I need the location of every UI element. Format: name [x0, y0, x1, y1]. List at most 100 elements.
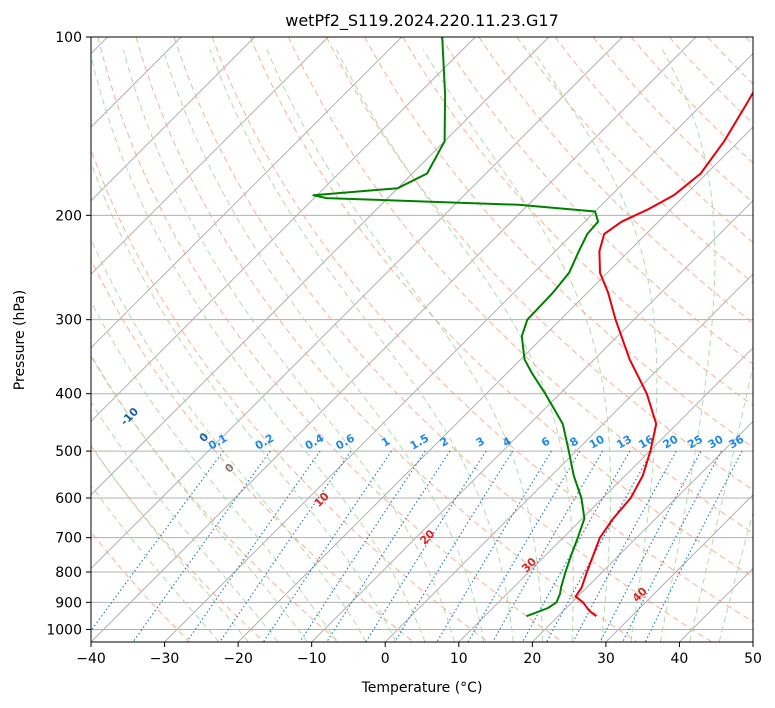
isotherm-gridline [458, 347, 753, 642]
dry-adiabat-label: -10 [118, 405, 141, 428]
mixing-ratio-label: 36 [726, 432, 746, 451]
moist-adiabat [718, 511, 753, 642]
y-tick-label: 500 [55, 444, 82, 460]
dry-adiabat [745, 37, 753, 46]
mixing-ratio-line [599, 450, 702, 642]
dry-adiabat [478, 37, 753, 324]
x-tick-label: 10 [450, 651, 468, 667]
mixing-ratio-label: 6 [539, 434, 552, 449]
moist-adiabat [659, 49, 716, 642]
dry-adiabat [91, 258, 414, 642]
isotherm-gridline [752, 641, 753, 642]
mixing-ratio-label: 0.6 [334, 431, 358, 452]
mixing-ratio-label: 3 [474, 435, 487, 450]
y-tick-label: 900 [55, 595, 82, 611]
isotherm-gridline [605, 494, 753, 642]
moist-adiabat [422, 49, 612, 642]
moist-adiabat [91, 401, 279, 642]
moist-adiabat [91, 238, 367, 642]
mixing-ratio-label: 10 [587, 432, 607, 451]
dry-adiabat [173, 37, 713, 642]
dry-adiabat [364, 37, 753, 449]
mixing-ratio-line [467, 450, 581, 642]
mixing-ratio-line [365, 450, 487, 642]
dry-adiabat [211, 37, 753, 623]
y-tick-label: 400 [55, 387, 82, 403]
moist-adiabat [266, 49, 544, 642]
isotherm-gridline [384, 273, 753, 642]
mixing-ratio-label: 30 [706, 432, 726, 451]
y-tick-label: 100 [55, 30, 82, 46]
isotherm-gridline [91, 37, 476, 423]
isotherm-gridline [91, 37, 623, 570]
mixing-ratio-label: 2 [438, 435, 451, 450]
dry-adiabat-label: 40 [630, 584, 650, 604]
isotherm-gridline [679, 567, 753, 642]
mixing-ratio-line [326, 450, 451, 642]
x-tick-label: 50 [744, 651, 762, 667]
dry-adiabat [669, 37, 753, 124]
mixing-ratio-label: 0.4 [303, 431, 327, 452]
mixing-ratio-line [186, 450, 321, 642]
isotherm-gridline [164, 52, 753, 642]
x-tick-label: −30 [150, 651, 180, 667]
moist-adiabat [91, 53, 426, 642]
x-tick-label: 30 [597, 651, 615, 667]
moist-adiabat [91, 300, 338, 642]
x-tick-label: 0 [381, 651, 390, 667]
isotherm-gridline [91, 37, 697, 642]
dry-adiabat [91, 445, 265, 642]
moist-adiabat [209, 49, 514, 642]
y-tick-label: 700 [55, 531, 82, 547]
dry-adiabat [97, 37, 563, 642]
mixing-ratio-label: 20 [661, 432, 681, 451]
y-axis-label: Pressure (hPa) [12, 290, 28, 390]
mixing-ratio-line [522, 450, 631, 642]
dry-adiabat [592, 37, 753, 204]
moist-adiabat [91, 353, 308, 642]
dry-adiabat [326, 37, 753, 491]
plot-area: 0.10.20.40.611.52346810131620253036-100-… [91, 37, 753, 642]
dry-adiabat [91, 148, 489, 642]
mixing-ratio-label: 1.5 [408, 432, 431, 453]
dry-adiabat [707, 37, 753, 85]
y-tick-label: 200 [55, 208, 82, 224]
y-tick-label: 800 [55, 565, 82, 581]
x-tick-label: −40 [76, 651, 106, 667]
mixing-ratio-line [546, 450, 653, 642]
y-tick-label: 300 [55, 313, 82, 329]
dry-adiabat [135, 37, 638, 642]
dry-adiabat [287, 37, 753, 534]
temperature-profile [574, 90, 753, 617]
dry-adiabat [402, 37, 753, 407]
moist-adiabat [123, 49, 455, 642]
x-axis-label: Temperature (°C) [361, 680, 483, 696]
mixing-ratio-line [572, 450, 677, 642]
moist-adiabat [531, 49, 658, 642]
y-tick-label: 1000 [46, 622, 82, 638]
mixing-ratio-line [132, 450, 271, 642]
y-axis: 1000 900 800 700 600 500 400 300 200 100 [46, 30, 91, 638]
moist-adiabat [162, 49, 485, 642]
dewpoint-profile [312, 37, 600, 618]
x-tick-label: −20 [223, 651, 253, 667]
dry-adiabat-label: 0 [222, 461, 237, 476]
dry-adiabat [91, 531, 191, 642]
moist-adiabat [91, 484, 220, 642]
isotherm-gridline [531, 420, 753, 642]
dry-adiabat-label: 20 [417, 527, 437, 547]
axes-frame [90, 36, 754, 643]
dry-adiabat-label: 10 [312, 490, 332, 510]
mixing-ratio-label: 25 [685, 433, 705, 452]
dry-adiabat [91, 355, 340, 642]
chart-title: wetPf2_S119.2024.220.11.23.G17 [285, 11, 559, 31]
mixing-ratio-line [219, 450, 352, 642]
isotherm-gridline [91, 37, 403, 349]
dry-adiabat [554, 37, 753, 244]
x-axis: −40 −30 −20 −10 0 10 20 30 40 50 [76, 642, 762, 667]
mixing-ratio-label: 8 [568, 435, 581, 450]
moist-adiabat [689, 363, 753, 642]
mixing-ratio-label: 1 [379, 435, 392, 450]
mixing-ratio-line [394, 450, 514, 642]
isotherm-gridline [91, 37, 550, 496]
